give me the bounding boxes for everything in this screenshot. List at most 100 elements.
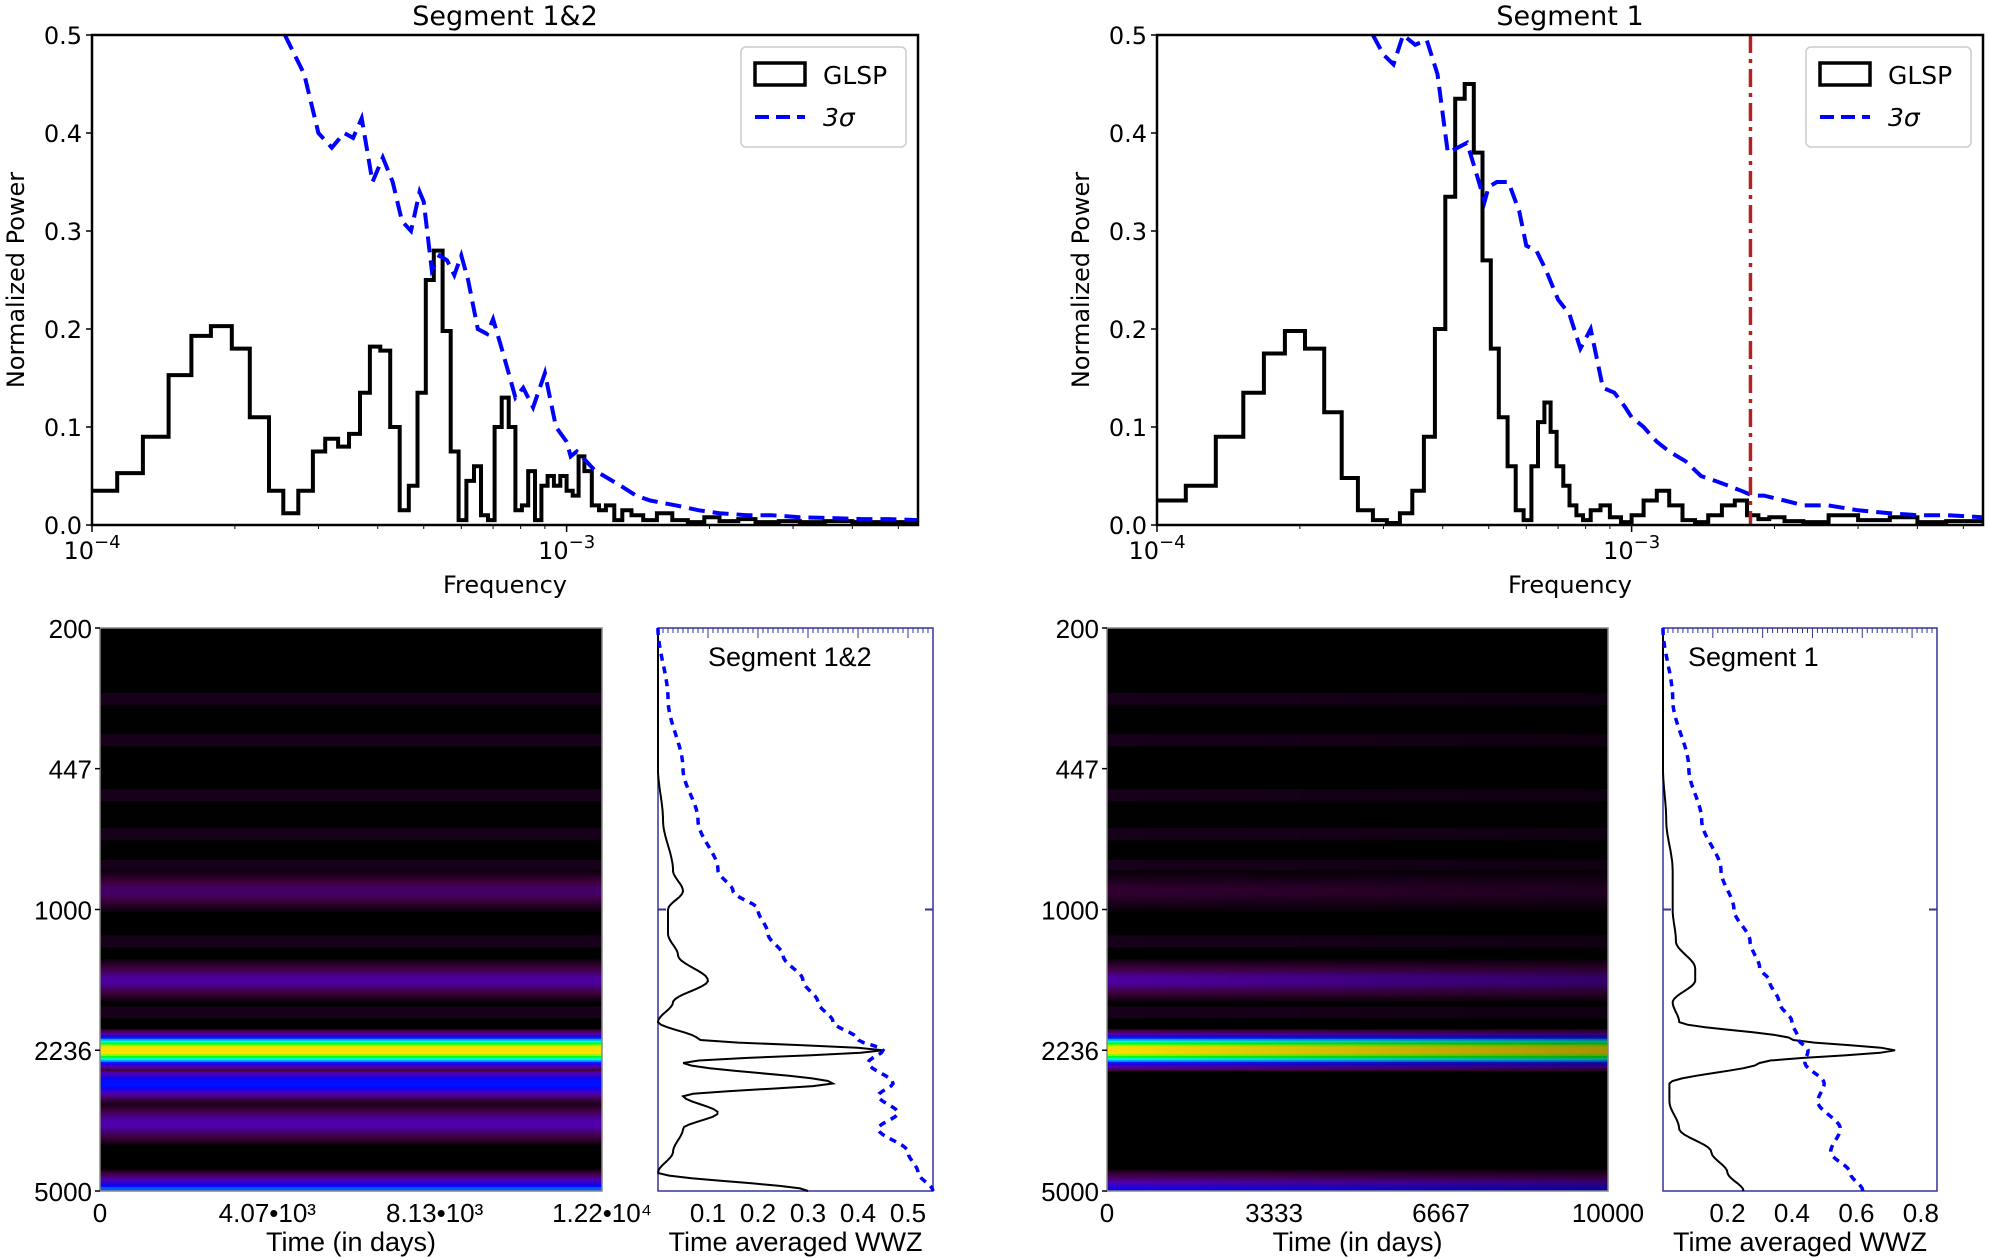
heatmap-faint-band [100,1006,602,1019]
x-axis-label: Time (in days) [266,1227,436,1257]
x-tick-label: 0 [93,1198,107,1228]
y-tick-label: 200 [49,614,92,644]
sigma3-series-line [1371,35,1983,520]
x-tick-exponent: −3 [1634,532,1661,553]
legend-glsp-swatch [753,61,807,87]
chart-title: Segment 1 [1688,642,1819,672]
glsp-series-line [92,248,918,525]
y-tick-label: 0.4 [1109,120,1147,148]
legend: GLSP 3σ [1805,46,1972,148]
x-tick-exponent: −3 [569,532,596,553]
twwz-frame [657,627,934,1192]
x-tick-label: 0.2 [740,1198,776,1228]
x-tick-label: 3333 [1245,1198,1303,1228]
heatmap-band [100,1046,602,1055]
wwz-average-line [656,628,884,1192]
glsp-series-line [1157,82,1983,525]
x-tick-base: 10 [538,537,569,565]
y-tick-label: 0.0 [1109,512,1147,540]
x-tick-base: 10 [63,537,94,565]
x-axis-label: Time averaged WWZ [1673,1227,1927,1257]
axes-frame [90,33,920,527]
x-tick-label: 10−4 [1128,532,1185,565]
x-tick-label: 0.4 [1774,1198,1810,1228]
x-axis-label: Frequency [443,571,567,599]
legend: GLSP 3σ [740,46,907,148]
x-tick-label: 10−3 [538,532,595,565]
y-tick-label: 2236 [34,1036,92,1066]
x-axis-label: Frequency [1508,571,1632,599]
heatmap-faint-band [100,734,602,747]
x-axis-label: Time averaged WWZ [668,1227,922,1257]
legend-glsp-label: GLSP [823,61,887,90]
x-tick-exponent: −4 [94,532,121,553]
x-tick-label: 10−4 [63,532,120,565]
x-tick-label: 0 [1100,1198,1114,1228]
y-tick-label: 0.5 [44,22,82,50]
heatmap-faint-band [100,828,602,841]
y-tick-label: 0.4 [44,120,82,148]
heatmap-band [100,1079,602,1088]
x-tick-label: 1.22•10⁴ [552,1198,652,1228]
glsp-panel-1: Segment 1&20.00.10.20.30.40.510−4 10−3Fre… [2,1,920,599]
y-tick-label: 0.2 [44,316,82,344]
x-tick-label: 0.3 [790,1198,826,1228]
heatmap-band [100,976,602,985]
legend-sigma-label: 3σ [1888,103,1921,132]
x-tick-label: 0.1 [690,1198,726,1228]
x-tick-label: 8.13•10³ [386,1198,484,1228]
y-tick-label: 447 [1056,755,1099,785]
chart-title: Segment 1&2 [412,1,598,32]
x-tick-base: 10 [1603,537,1634,565]
legend-box [740,46,907,148]
x-axis-label: Time (in days) [1272,1227,1442,1257]
legend-sigma-label: 3σ [823,103,856,132]
y-tick-label: 2236 [1041,1036,1099,1066]
x-tick-label: 0.5 [890,1198,926,1228]
x-tick-label: 6667 [1412,1198,1470,1228]
heatmap-fade-overlay [1107,628,1608,1191]
y-tick-label: 1000 [1041,896,1099,926]
y-axis-label: Normalized Power [2,172,30,388]
heatmap-band [100,1119,602,1128]
glsp-panel-2: Segment 10.00.10.20.30.40.510−4 10−3Frequ… [1067,1,1985,599]
significance-line [1661,628,1865,1192]
heatmap-faint-band [100,789,602,802]
y-tick-label: 1000 [34,896,92,926]
sigma3-series-line [283,35,918,523]
heatmap-faint-band [100,692,602,705]
chart-title: Segment 1 [1496,1,1643,32]
y-tick-label: 0.3 [44,218,82,246]
significance-line [656,628,935,1192]
y-tick-label: 0.5 [1109,22,1147,50]
y-tick-label: 0.1 [44,414,82,442]
x-tick-label: 10−3 [1603,532,1660,565]
legend-box [1805,46,1972,148]
y-axis-label: Normalized Power [1067,172,1095,388]
heatmap-band [100,887,602,895]
y-tick-label: 0.3 [1109,218,1147,246]
chart-title: Segment 1&2 [708,642,872,672]
legend-glsp-label: GLSP [1888,61,1952,90]
heatmap-faint-band [100,935,602,948]
y-tick-label: 0.2 [1109,316,1147,344]
x-tick-label: 0.2 [1709,1198,1745,1228]
heatmap-band [100,1187,602,1191]
x-tick-label: 4.07•10³ [219,1198,317,1228]
wwz-average-line [1662,628,1896,1192]
y-tick-label: 0.0 [44,512,82,540]
y-tick-label: 5000 [34,1177,92,1207]
x-tick-label: 0.6 [1838,1198,1874,1228]
twwz-frame [1662,627,1938,1192]
x-tick-exponent: −4 [1159,532,1186,553]
y-tick-label: 0.1 [1109,414,1147,442]
axes-frame [1155,33,1985,527]
y-tick-label: 5000 [1041,1177,1099,1207]
x-tick-base: 10 [1128,537,1159,565]
x-tick-label: 10000 [1572,1198,1644,1228]
